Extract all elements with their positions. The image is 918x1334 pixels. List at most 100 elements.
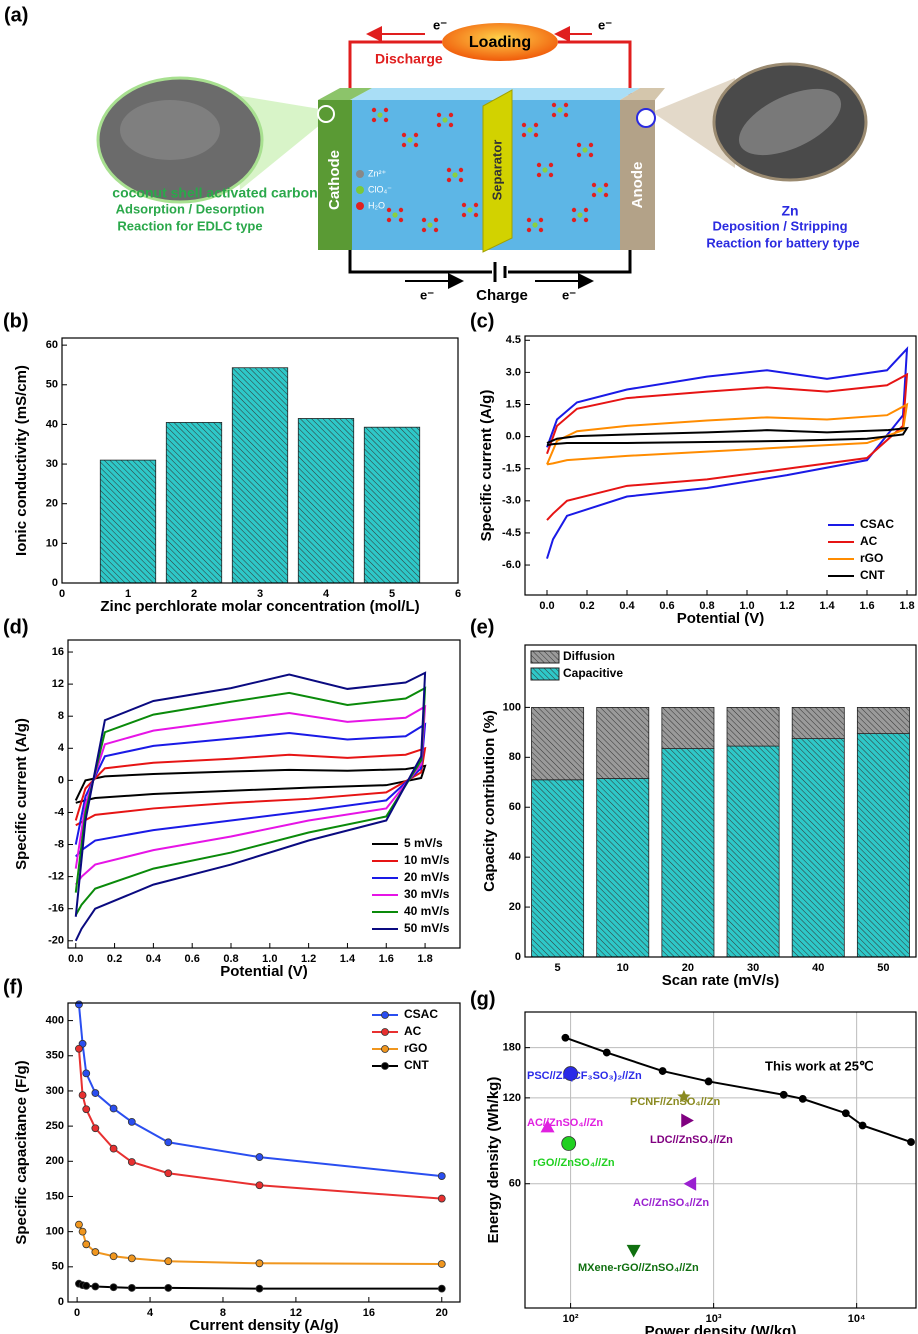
marker (437, 1172, 446, 1180)
atom (473, 202, 479, 208)
x-tick-label: 6 (455, 588, 461, 600)
plot-frame (67, 639, 461, 949)
x-tick-label: 0.6 (659, 600, 674, 612)
spot (317, 105, 335, 123)
legend-marker (381, 1045, 389, 1053)
bar (297, 418, 355, 584)
panel-label: (a) (4, 4, 28, 26)
marker (91, 1248, 100, 1256)
y-tick-label: 20 (509, 901, 521, 913)
wire (348, 248, 492, 274)
x-tick-label: 0.0 (539, 600, 554, 612)
atom (526, 227, 532, 233)
marker (561, 1033, 570, 1042)
marker (75, 1000, 83, 1009)
atom (597, 187, 603, 193)
series-line (74, 722, 427, 858)
cathode-text: coconut shell activated carbon (112, 185, 317, 201)
atom (371, 117, 377, 123)
y-tick-label: 4 (58, 742, 65, 754)
atom (532, 222, 538, 228)
ion-icon (356, 170, 364, 178)
x-tick-label: 0.6 (185, 953, 200, 965)
atom (521, 122, 527, 128)
x-tick-label: 20 (436, 1307, 448, 1319)
ion-icon (356, 186, 364, 194)
marker (91, 1124, 100, 1133)
marker (255, 1181, 264, 1190)
bar (596, 707, 650, 779)
x-tick-label: 1.8 (899, 600, 914, 612)
legend-label: 5 mV/s (404, 836, 443, 850)
legend-label: 50 mV/s (404, 921, 450, 935)
x-tick-label: 5 (389, 588, 395, 600)
atom (533, 132, 539, 138)
y-tick-label: 180 (503, 1042, 521, 1054)
marker (704, 1077, 713, 1086)
legend-label: AC (860, 534, 878, 548)
marker (164, 1169, 173, 1178)
electron-label: e⁻ (562, 287, 576, 302)
y-tick-label: 350 (46, 1050, 64, 1062)
x-tick-label: 10 (617, 962, 629, 974)
marker (907, 1138, 915, 1146)
y-tick-label: 80 (509, 751, 521, 763)
atom (591, 182, 597, 188)
x-tick-label: 8 (220, 1307, 226, 1319)
y-tick-label: -12 (48, 871, 64, 883)
atom (583, 217, 589, 223)
bar (661, 707, 715, 749)
x-tick-label: 1.6 (859, 600, 874, 612)
atom (452, 172, 458, 178)
atom (603, 182, 609, 188)
y-axis-label: Ionic conductivity (mS/cm) (13, 365, 30, 556)
x-tick-label: 1.4 (340, 953, 356, 965)
y-axis-label: Specific capacitance (F/g) (13, 1060, 30, 1244)
bar (596, 778, 650, 958)
y-tick-label: 16 (52, 646, 64, 658)
atom (458, 167, 464, 173)
marker (437, 1194, 446, 1203)
molecule (421, 217, 439, 233)
bar (726, 745, 780, 958)
atom (401, 142, 407, 148)
marker (798, 1094, 807, 1103)
bar (661, 748, 715, 958)
marker (127, 1254, 136, 1263)
x-axis-label: Scan rate (mV/s) (662, 972, 780, 989)
x-tick-label: 0.4 (619, 600, 635, 612)
chart: (e) 0 20 40 60 80 100 5 10 20 30 40 50 Scan rate (mV/… (470, 616, 917, 989)
y-tick-label: 40 (46, 418, 58, 430)
y-tick-label: 1.5 (506, 398, 521, 410)
atom (421, 217, 427, 223)
chart: (d) -20 -16 -12 -8 -4 0 4 8 12 16 0.0 0.2 0.4 0.6 0.8 1.… (3, 616, 461, 980)
point-label: AC//ZnSO₄//Zn (633, 1197, 709, 1209)
atom (521, 132, 527, 138)
atom (383, 117, 389, 123)
spot (636, 108, 656, 128)
legend-label: 20 mV/s (404, 870, 450, 884)
marker (75, 1044, 83, 1053)
sem-texture (120, 100, 220, 160)
x-tick-label: 1.8 (417, 953, 432, 965)
molecule (571, 207, 589, 223)
legend-marker (381, 1011, 389, 1019)
atom (461, 212, 467, 218)
atom (371, 107, 377, 113)
y-tick-label: 0 (52, 577, 58, 589)
y-tick-label: 10 (46, 537, 58, 549)
x-axis-label: Power density (W/kg) (645, 1323, 797, 1334)
plot-frame (524, 1011, 917, 1309)
atom (413, 132, 419, 138)
chart: (f) 0 50 100 150 200 250 300 350 400 0 4 8 12 16 20 Curr… (3, 976, 461, 1334)
x-tick-label: 30 (747, 962, 759, 974)
cathode (318, 100, 352, 250)
marker (561, 1136, 577, 1151)
legend-label: 40 mV/s (404, 904, 450, 918)
y-tick-label: 3.0 (506, 366, 521, 378)
panel-a: (a) e⁻ e⁻ Loading Discharge e⁻ e⁻ Charge… (4, 4, 868, 304)
y-tick-label: 100 (503, 701, 521, 713)
y-tick-label: 40 (509, 851, 521, 863)
marker (540, 1119, 555, 1133)
